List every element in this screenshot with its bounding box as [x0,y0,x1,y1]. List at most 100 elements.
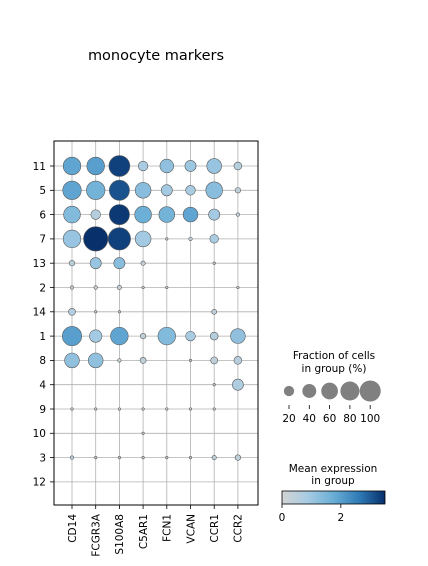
dot-9-CD14 [71,408,74,411]
size-legend-label: 80 [343,413,356,425]
dot-10-C5AR1 [142,432,145,435]
y-tick-label: 1 [39,331,46,343]
dot-8-C5AR1 [140,357,146,363]
dot-3-CCR1 [212,455,216,459]
dot-3-CCR2 [235,455,241,461]
y-tick-label: 6 [39,209,46,221]
dot-layer [62,156,245,461]
dot-3-FCN1 [166,456,169,459]
x-tick-label: FCN1 [162,514,174,542]
size-legend-label: 60 [323,413,336,425]
colorbar-tick-label: 2 [338,512,345,524]
dot-7-VCAN [189,237,193,241]
plot-frame [54,141,258,505]
y-tick-label: 2 [39,282,46,294]
dot-9-FCGR3A [94,408,97,411]
dot-8-VCAN [189,359,192,362]
dot-11-VCAN [185,160,196,171]
size-legend-dot [321,383,338,400]
size-legend-title-line2: in group (%) [302,363,367,375]
dot-1-S100A8 [111,327,129,345]
dot-6-S100A8 [109,205,129,225]
dot-6-CCR2 [236,213,240,217]
dot-5-C5AR1 [135,182,151,198]
dot-1-FCGR3A [89,330,102,343]
dot-5-VCAN [186,185,196,195]
dot-7-FCN1 [166,238,169,241]
dot-13-FCGR3A [90,258,101,269]
dot-3-S100A8 [118,456,121,459]
dot-9-VCAN [189,408,192,411]
dot-3-FCGR3A [94,456,97,459]
size-legend-label: 40 [303,413,316,425]
size-legend-dot [302,384,316,398]
dot-6-FCGR3A [91,210,101,220]
dot-2-FCN1 [166,286,169,289]
chart-title: monocyte markers [88,48,224,64]
y-tick-label: 4 [39,380,46,392]
size-legend-title-line1: Fraction of cells [293,350,375,362]
dot-8-CD14 [65,353,80,368]
dot-13-S100A8 [114,258,125,269]
dot-2-S100A8 [117,285,121,289]
dot-9-FCN1 [166,408,169,411]
dot-3-VCAN [189,456,192,459]
dot-3-CD14 [70,456,74,460]
dot-11-CCR2 [234,162,242,170]
dot-7-CD14 [63,230,81,248]
x-axis: CD14 FCGR3A S100A8 C5AR1 FCN1 VCAN CCR1 CCR2 [67,505,245,557]
dot-1-FCN1 [158,327,176,345]
size-legend-label: 100 [360,413,380,425]
y-tick-label: 10 [33,428,46,440]
dot-9-S100A8 [118,408,121,411]
x-tick-label: CCR2 [233,514,245,543]
dot-7-S100A8 [108,228,130,250]
dot-5-FCN1 [161,185,172,196]
color-legend-title-line2: in group [311,475,355,487]
y-tick-label: 9 [39,404,46,416]
y-tick-label: 12 [33,477,46,489]
x-tick-label: S100A8 [114,514,126,555]
dot-6-CD14 [64,206,81,223]
y-tick-label: 14 [33,307,47,319]
y-tick-label: 13 [33,258,46,270]
dot-11-CD14 [63,157,81,175]
grid-lines [54,141,258,505]
dot-1-CCR2 [231,329,246,344]
x-tick-label: VCAN [185,514,197,544]
dot-6-CCR1 [209,209,220,220]
dot-1-CCR1 [210,332,218,340]
dot-5-CD14 [63,181,82,200]
size-legend-dot [340,381,359,400]
dot-5-CCR2 [235,188,241,194]
dot-2-CD14 [70,286,74,290]
dot-8-CCR1 [211,357,218,364]
size-legend-label: 20 [282,413,295,425]
dot-8-FCGR3A [88,353,103,368]
dot-13-CCR1 [213,262,216,265]
dot-14-CCR1 [212,309,217,314]
x-tick-label: CCR1 [209,514,221,543]
size-legend: Fraction of cells in group (%) 20 40 60 80 1… [282,350,380,425]
dot-1-C5AR1 [140,333,146,339]
dot-11-FCN1 [160,159,174,173]
dot-4-CCR1 [213,383,216,386]
dot-14-CD14 [68,308,75,315]
dot-7-CCR1 [210,235,219,244]
dot-8-S100A8 [118,359,122,363]
dot-6-C5AR1 [135,206,152,223]
y-tick-label: 11 [33,161,46,173]
x-tick-label: FCGR3A [91,513,103,556]
y-axis: 11 5 6 7 13 2 14 1 8 4 9 10 3 12 [33,161,54,489]
size-legend-dot [360,380,381,401]
dot-2-CCR2 [237,286,240,289]
x-tick-label: C5AR1 [138,514,150,549]
color-legend-title-line1: Mean expression [289,463,378,475]
dot-2-FCGR3A [94,286,98,290]
dot-8-CCR2 [234,356,242,364]
dot-13-CD14 [69,260,75,266]
y-tick-label: 3 [39,452,46,464]
y-tick-label: 7 [39,234,46,246]
dot-5-CCR1 [206,182,223,199]
size-legend-dot [284,386,294,396]
